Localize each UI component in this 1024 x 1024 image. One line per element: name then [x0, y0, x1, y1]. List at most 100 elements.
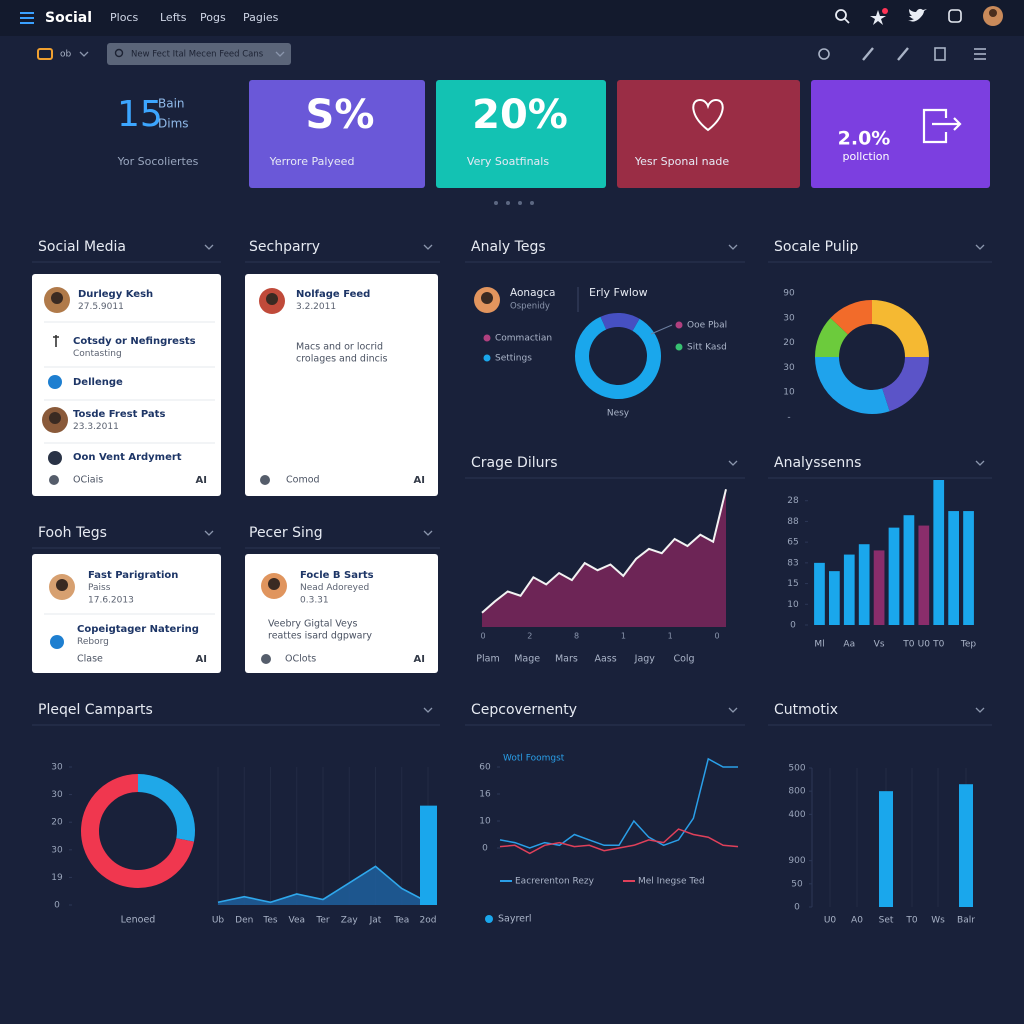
x-tick-label: Ws — [931, 916, 945, 926]
bar — [918, 525, 930, 625]
item-name[interactable]: Focle B Sarts — [300, 570, 374, 581]
donut-slice — [815, 317, 849, 358]
y-tick-label: 19 — [51, 873, 63, 883]
footer-text[interactable]: OClots — [285, 654, 316, 665]
chevron[interactable] — [423, 530, 433, 536]
chevron[interactable] — [423, 244, 433, 250]
toolbar-icon[interactable] — [862, 47, 874, 61]
bird-icon[interactable] — [908, 8, 927, 22]
chevron[interactable] — [975, 707, 985, 713]
stat-card[interactable] — [436, 80, 606, 188]
scale-label: 90 — [783, 289, 795, 299]
stat-card[interactable] — [617, 80, 800, 188]
x-tick-label: T0 — [932, 640, 944, 650]
y-tick-label: 28 — [787, 496, 799, 506]
chevron[interactable] — [423, 707, 433, 713]
item-date: 23.3.2011 — [73, 422, 119, 432]
search-icon[interactable] — [844, 18, 850, 24]
footer-text[interactable]: Clase — [77, 654, 103, 665]
nav-link[interactable]: Lefts — [160, 11, 187, 24]
pager-dot[interactable] — [506, 201, 510, 205]
legend-label: Sitt Kasd — [687, 343, 727, 353]
chart-subtitle: Erly Fwlow — [589, 286, 648, 299]
nav-link[interactable]: Pogs — [200, 11, 226, 24]
star-icon[interactable] — [870, 10, 886, 25]
avatar-face — [268, 578, 280, 590]
chevron[interactable] — [975, 244, 985, 250]
footer-icon — [260, 475, 270, 485]
item-sub: Paiss — [88, 583, 111, 593]
search-box[interactable] — [107, 43, 291, 65]
user-avatar-head — [989, 9, 997, 17]
item-body: Macs and or locrid — [296, 342, 383, 353]
panel-title: Fooh Tegs — [38, 525, 107, 541]
chevron[interactable] — [275, 51, 285, 57]
x-tick-label: Ml — [814, 640, 824, 650]
app-icon[interactable] — [948, 9, 962, 23]
legend-dot — [483, 354, 491, 362]
search-box-icon — [114, 48, 124, 58]
footer-badge: AI — [414, 475, 425, 486]
nav-link[interactable]: Plocs — [110, 11, 138, 24]
stat-label: Yesr Sponal nade — [634, 155, 729, 168]
x-tick-label: Aass — [594, 654, 616, 665]
item-name[interactable]: Durlegy Kesh — [78, 289, 153, 300]
y-tick-label: 10 — [479, 817, 491, 827]
y-tick-label: 30 — [51, 845, 63, 855]
chevron[interactable] — [975, 460, 985, 466]
y-tick-label: 500 — [788, 764, 805, 774]
footer-text[interactable]: Comod — [286, 475, 320, 486]
summary-unit: Dims — [158, 117, 189, 131]
stat-card[interactable] — [249, 80, 425, 188]
x-tick-label: Mage — [514, 654, 540, 665]
pager-dot[interactable] — [518, 201, 522, 205]
footer-text[interactable]: OCiais — [73, 475, 103, 486]
item-name[interactable]: Nolfage Feed — [296, 289, 370, 300]
pager-dot[interactable] — [530, 201, 534, 205]
chevron[interactable] — [204, 244, 214, 250]
stat-card[interactable] — [811, 80, 990, 188]
item-name[interactable]: Oon Vent Ardymert — [73, 452, 182, 463]
chevron[interactable] — [204, 530, 214, 536]
profile-name: Aonagca — [510, 287, 555, 299]
x-tick-label: A0 — [851, 916, 863, 926]
x-tick-label: Vea — [288, 916, 305, 926]
panel-title: Crage Dilurs — [471, 455, 558, 471]
toolbar-icon[interactable] — [934, 47, 946, 61]
x-tick-label: Set — [879, 916, 894, 926]
chevron[interactable] — [79, 51, 89, 57]
chevron[interactable] — [728, 460, 738, 466]
chevron[interactable] — [728, 707, 738, 713]
toolbar-icon[interactable] — [818, 48, 830, 60]
search-icon[interactable] — [835, 9, 847, 21]
stat-label: pollction — [843, 150, 890, 163]
summary-unit: Bain — [158, 97, 185, 111]
item-name[interactable]: Tosde Frest Pats — [73, 409, 165, 420]
selector-icon[interactable] — [37, 48, 53, 60]
panel-title: Pleqel Camparts — [38, 702, 153, 718]
bar — [948, 511, 960, 625]
panel-title: Cutmotix — [774, 702, 838, 718]
stat-value: 2.0% — [838, 128, 891, 150]
item-sub: Nead Adoreyed — [300, 583, 369, 593]
donut-slice — [881, 356, 929, 412]
x-tick-label: Jat — [369, 916, 382, 926]
x-tick-label: Aa — [843, 640, 855, 650]
nav-link[interactable]: Pagies — [243, 11, 279, 24]
y-tick-label: 0 — [54, 901, 60, 911]
item-name[interactable]: Dellenge — [73, 377, 123, 388]
selector[interactable]: ob — [60, 50, 72, 60]
panel-title: Social Media — [38, 239, 126, 255]
avatar-face — [56, 579, 68, 591]
toolbar-icon[interactable] — [897, 47, 909, 61]
item-name[interactable]: Copeigtager Natering — [77, 624, 199, 635]
item-date: 17.6.2013 — [88, 596, 134, 606]
chevron[interactable] — [728, 244, 738, 250]
item-name[interactable]: Fast Parigration — [88, 570, 178, 581]
scale-label: 10 — [783, 388, 795, 398]
x-tick-label: Tea — [393, 916, 409, 926]
item-name[interactable]: Cotsdy or Nefingrests — [73, 336, 196, 347]
pager-dot[interactable] — [494, 201, 498, 205]
avatar-face — [266, 293, 278, 305]
legend-dot — [485, 915, 493, 923]
